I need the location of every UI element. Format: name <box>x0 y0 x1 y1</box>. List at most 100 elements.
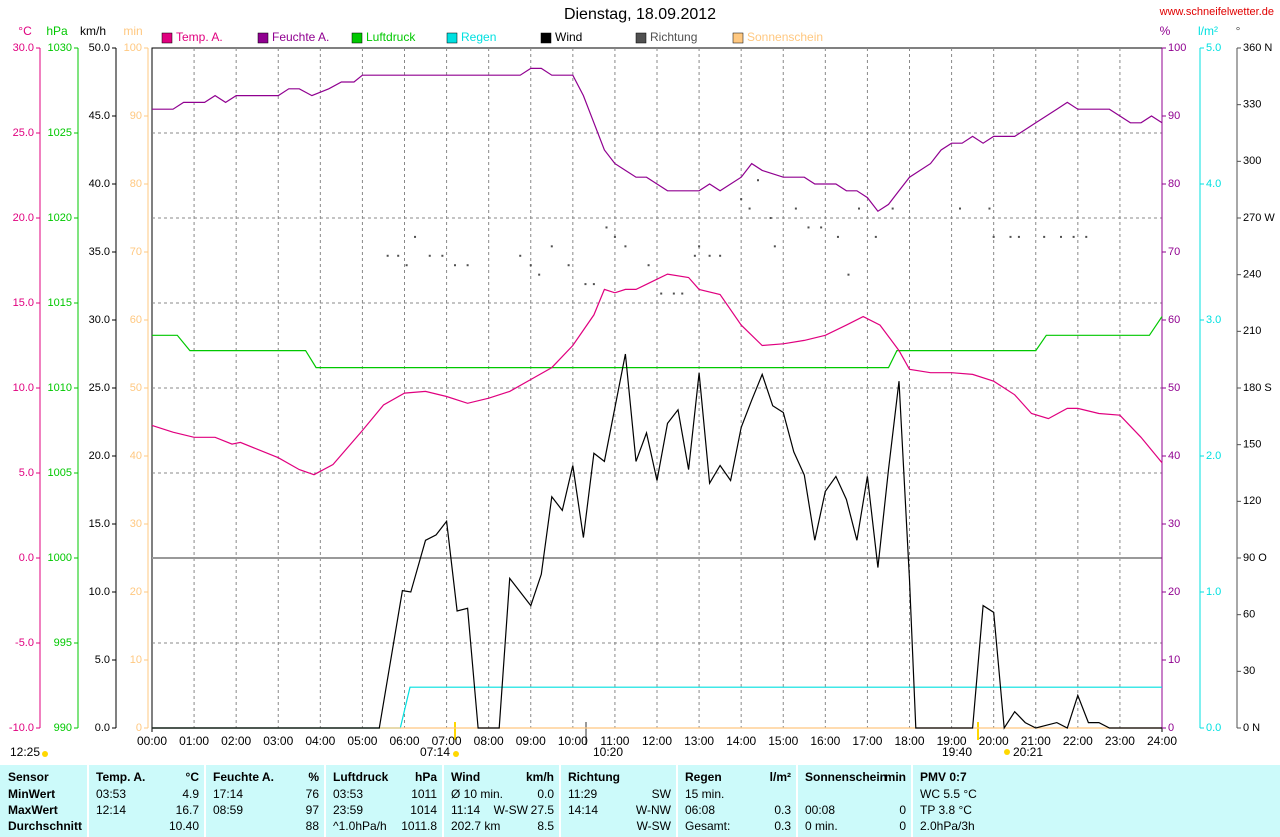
legend-label: Richtung <box>650 30 697 44</box>
x-tick-label: 07:00 <box>432 734 462 748</box>
x-tick-label: 13:00 <box>684 734 714 748</box>
direction-point <box>386 254 389 257</box>
y-tick-label: 25.0 <box>13 127 34 139</box>
direction-point <box>836 235 839 238</box>
annotation: 12:25 <box>10 745 40 759</box>
direction-point <box>1085 235 1088 238</box>
cell-text: 202.7 km <box>451 819 500 833</box>
cell-text: Feuchte A. <box>213 770 274 784</box>
y-tick-label: 5.0 <box>19 467 34 479</box>
direction-point <box>740 198 743 201</box>
direction-point <box>1017 235 1020 238</box>
direction-point <box>748 207 751 210</box>
y-tick-label: 70 <box>130 246 142 258</box>
direction-point <box>624 245 627 248</box>
y-tick-label: 15.0 <box>13 297 34 309</box>
y-tick-label: 90 O <box>1243 552 1267 564</box>
y-tick-label: 50 <box>130 382 142 394</box>
cell-text: 06:08 <box>685 803 715 817</box>
cell-text: Regen <box>685 770 722 784</box>
x-tick-label: 14:00 <box>726 734 756 748</box>
stats-background <box>0 765 1280 837</box>
y-tick-label: 40.0 <box>89 178 110 190</box>
sun-icon <box>453 751 459 757</box>
direction-point <box>847 273 850 276</box>
y-tick-label: 0 <box>136 722 142 734</box>
direction-point <box>708 254 711 257</box>
y-tick-label: 50 <box>1168 382 1180 394</box>
x-tick-label: 06:00 <box>389 734 419 748</box>
cell-text: min <box>885 770 906 784</box>
direction-point <box>592 283 595 286</box>
y-tick-label: 10.0 <box>13 382 34 394</box>
direction-point <box>1060 235 1062 238</box>
y-tick-label: 1000 <box>48 552 72 564</box>
direction-point <box>567 264 570 267</box>
direction-point <box>397 254 400 257</box>
y-tick-label: 20.0 <box>13 212 34 224</box>
direction-point <box>959 207 961 210</box>
y-tick-label: 0.0 <box>95 722 110 734</box>
y-tick-label: 0 N <box>1243 722 1260 734</box>
cell-text: % <box>308 770 319 784</box>
x-tick-label: 09:00 <box>516 734 546 748</box>
cell-text: 27.5 <box>531 803 555 817</box>
y-tick-label: 360 N <box>1243 42 1272 54</box>
row-label: MinWert <box>8 787 55 801</box>
legend-swatch <box>257 32 269 44</box>
cell-text: 03:53 <box>96 787 126 801</box>
direction-point <box>550 245 553 248</box>
cell-text: 0.3 <box>774 819 791 833</box>
axis-unit: hPa <box>46 24 68 38</box>
y-tick-label: 1025 <box>48 127 72 139</box>
direction-point <box>1043 235 1046 238</box>
direction-point <box>466 264 469 267</box>
y-tick-label: 150 <box>1243 439 1261 451</box>
direction-point <box>454 264 456 267</box>
cell-text: Gesamt: <box>685 819 730 833</box>
y-tick-label: 0 <box>1168 722 1174 734</box>
x-tick-label: 01:00 <box>179 734 209 748</box>
y-tick-label: 2.0 <box>1206 450 1221 462</box>
y-tick-label: 5.0 <box>1206 42 1221 54</box>
axis-unit: l/m² <box>1198 24 1218 38</box>
y-tick-label: 30.0 <box>89 314 110 326</box>
axis-unit: km/h <box>80 24 106 38</box>
x-tick-label: 20:00 <box>979 734 1009 748</box>
legend-swatch <box>732 32 744 44</box>
cell-text: hPa <box>415 770 437 784</box>
y-tick-label: 120 <box>1243 495 1261 507</box>
cell-text: 4.9 <box>182 787 199 801</box>
cell-text: 0 <box>899 819 906 833</box>
x-tick-label: 10:00 <box>558 734 588 748</box>
y-tick-label: 30 <box>1168 518 1180 530</box>
y-tick-label: 270 W <box>1243 212 1275 224</box>
cell-text: PMV 0:7 <box>920 770 967 784</box>
direction-point <box>428 254 431 257</box>
legend-label: Luftdruck <box>366 30 416 44</box>
y-tick-label: 35.0 <box>89 246 110 258</box>
cell-text: 0 min. <box>805 819 838 833</box>
y-tick-label: 3.0 <box>1206 314 1221 326</box>
y-tick-label: 100 <box>1168 42 1186 54</box>
direction-point <box>891 207 894 210</box>
legend-swatch <box>540 32 552 44</box>
cell-text: 0.0 <box>537 787 554 801</box>
direction-point <box>660 292 663 295</box>
cell-text: °C <box>186 770 200 784</box>
direction-point <box>605 226 608 229</box>
y-tick-label: 80 <box>130 178 142 190</box>
series-line <box>151 273 1163 476</box>
y-tick-label: 990 <box>54 722 72 734</box>
legend-swatch <box>635 32 647 44</box>
y-tick-label: 210 <box>1243 325 1261 337</box>
cell-text: 16.7 <box>176 803 200 817</box>
cell-text: 14:14 <box>568 803 598 817</box>
x-tick-label: 22:00 <box>1063 734 1093 748</box>
row-label: MaxWert <box>8 803 58 817</box>
axis-unit: min <box>123 24 142 38</box>
cell-text: Sensor <box>8 770 49 784</box>
series-line <box>152 316 1163 369</box>
y-tick-label: 20 <box>1168 586 1180 598</box>
